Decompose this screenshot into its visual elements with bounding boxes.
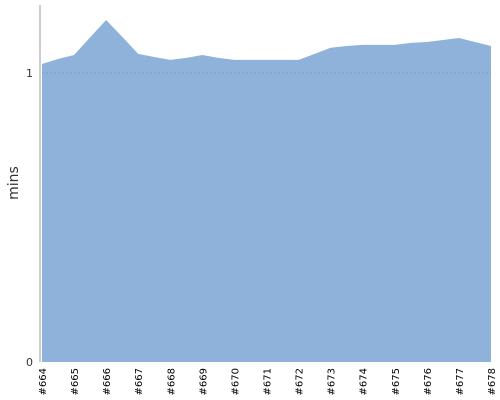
x-tick-label: #667: [134, 368, 145, 395]
x-tick-label: #669: [198, 368, 209, 395]
y-axis-label: mins: [6, 166, 22, 200]
area: [42, 20, 491, 362]
x-tick-label: #674: [359, 368, 370, 395]
x-tick-label: #666: [102, 368, 113, 395]
x-tick-label: #671: [263, 368, 274, 395]
x-tick-label: #675: [391, 368, 402, 395]
x-tick-label: #665: [70, 368, 81, 395]
x-tick-label: #673: [327, 368, 338, 395]
x-tick-label: #668: [166, 368, 177, 395]
x-tick-label: #672: [295, 368, 306, 395]
x-tick-label: #664: [38, 368, 49, 395]
x-tick-label: #677: [455, 368, 466, 395]
x-tick-label: #678: [487, 368, 498, 395]
y-tick-label: 1: [26, 67, 33, 80]
y-tick-label: 0: [26, 356, 33, 369]
x-tick-label: #670: [230, 368, 241, 395]
x-tick-label: #676: [423, 368, 434, 395]
